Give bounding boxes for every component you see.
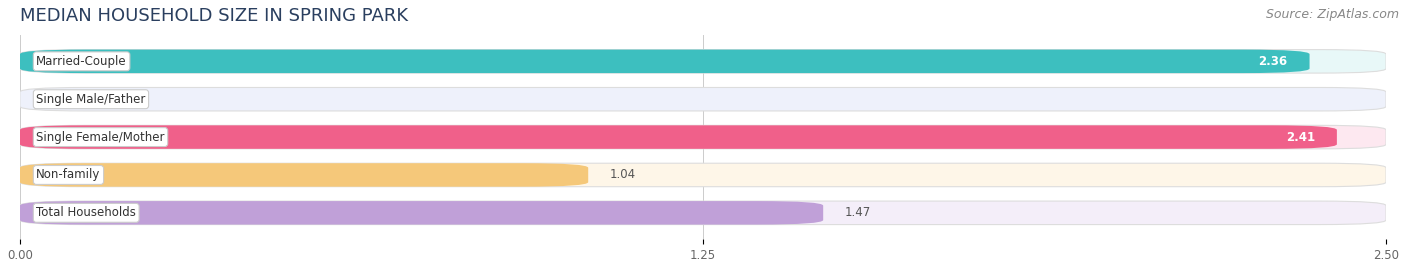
FancyBboxPatch shape: [20, 201, 1386, 225]
Text: Single Female/Mother: Single Female/Mother: [37, 130, 165, 144]
Text: Non-family: Non-family: [37, 168, 101, 182]
Text: Total Households: Total Households: [37, 206, 136, 219]
FancyBboxPatch shape: [20, 49, 1309, 73]
FancyBboxPatch shape: [20, 201, 823, 225]
Text: Married-Couple: Married-Couple: [37, 55, 127, 68]
FancyBboxPatch shape: [20, 125, 1337, 149]
FancyBboxPatch shape: [20, 163, 1386, 187]
Text: 0.00: 0.00: [91, 93, 117, 106]
FancyBboxPatch shape: [20, 163, 588, 187]
Text: Source: ZipAtlas.com: Source: ZipAtlas.com: [1265, 8, 1399, 21]
Text: MEDIAN HOUSEHOLD SIZE IN SPRING PARK: MEDIAN HOUSEHOLD SIZE IN SPRING PARK: [20, 7, 408, 25]
Text: Single Male/Father: Single Male/Father: [37, 93, 146, 106]
Text: 1.47: 1.47: [845, 206, 872, 219]
FancyBboxPatch shape: [20, 125, 1386, 149]
Text: 1.04: 1.04: [610, 168, 636, 182]
Text: 2.36: 2.36: [1258, 55, 1288, 68]
FancyBboxPatch shape: [20, 49, 1386, 73]
Text: 2.41: 2.41: [1286, 130, 1315, 144]
FancyBboxPatch shape: [20, 87, 1386, 111]
